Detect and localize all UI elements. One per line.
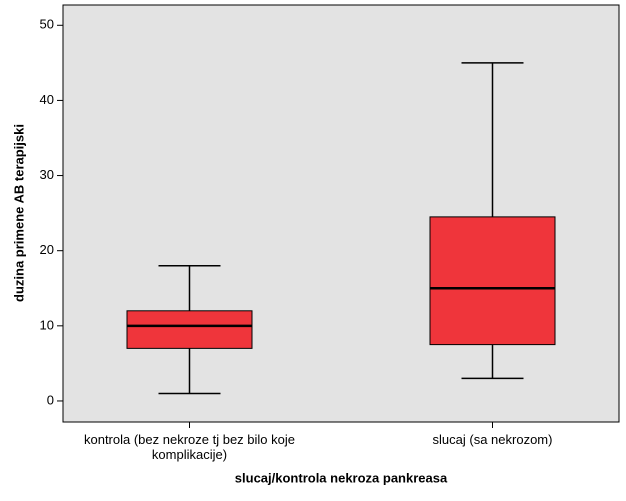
y-tick-label: 0: [47, 392, 54, 407]
plot-area: [62, 4, 620, 423]
box: [429, 216, 556, 346]
y-tick-label: 50: [40, 17, 54, 32]
x-tick-label: kontrola (bez nekroze tj bez bilo koje k…: [83, 432, 295, 462]
x-axis-title: slucaj/kontrola nekroza pankreasa: [235, 470, 448, 485]
y-axis-title: duzina primene AB terapijski: [11, 124, 26, 302]
x-tick-label: slucaj (sa nekrozom): [432, 432, 553, 447]
box: [126, 310, 253, 349]
y-tick-label: 10: [40, 317, 54, 332]
y-tick-label: 30: [40, 167, 54, 182]
y-tick-label: 20: [40, 242, 54, 257]
y-tick-label: 40: [40, 92, 54, 107]
